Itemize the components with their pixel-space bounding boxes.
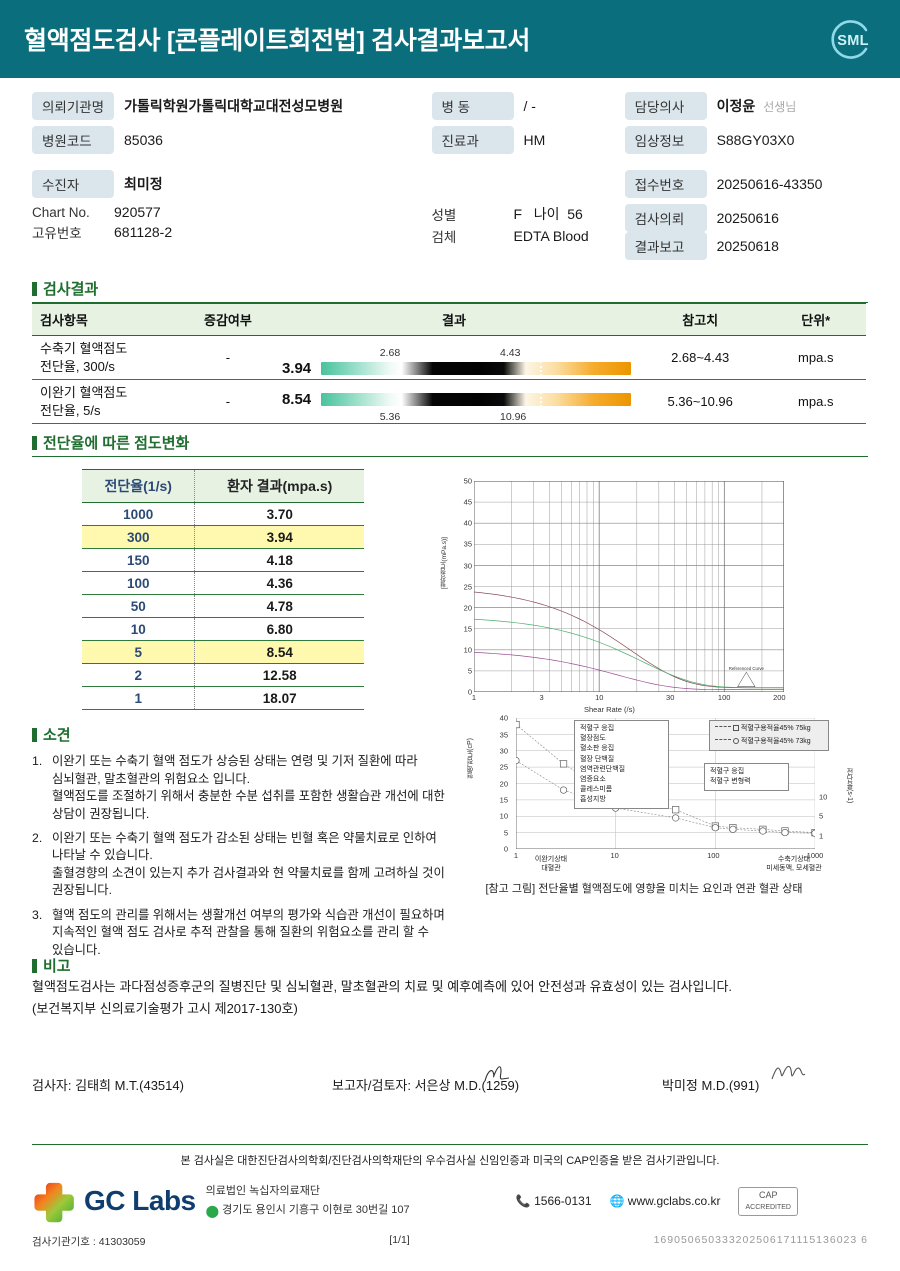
svg-text:Referenced Curve: Referenced Curve xyxy=(729,666,765,671)
svg-text:SML: SML xyxy=(837,33,869,49)
